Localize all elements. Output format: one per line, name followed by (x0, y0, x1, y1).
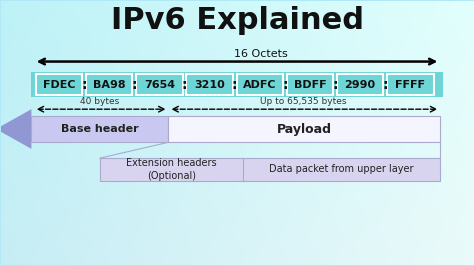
FancyBboxPatch shape (186, 74, 233, 95)
Text: Up to 65,535 bytes: Up to 65,535 bytes (260, 97, 346, 106)
Text: BDFF: BDFF (294, 80, 326, 90)
Text: 3210: 3210 (194, 80, 225, 90)
Text: 7654: 7654 (144, 80, 175, 90)
Text: Extension headers
(Optional): Extension headers (Optional) (126, 158, 217, 181)
Text: IPv6 Explained: IPv6 Explained (110, 6, 364, 35)
FancyBboxPatch shape (36, 74, 82, 95)
Text: FFFF: FFFF (395, 80, 425, 90)
Text: :: : (131, 78, 137, 92)
FancyBboxPatch shape (100, 158, 440, 181)
FancyBboxPatch shape (287, 74, 333, 95)
FancyBboxPatch shape (387, 74, 434, 95)
Text: Data packet from upper layer: Data packet from upper layer (269, 164, 414, 174)
FancyBboxPatch shape (136, 74, 182, 95)
Text: 16 Octets: 16 Octets (234, 49, 288, 59)
FancyBboxPatch shape (237, 74, 283, 95)
Text: 2990: 2990 (345, 80, 376, 90)
Text: BA98: BA98 (93, 80, 126, 90)
Polygon shape (0, 109, 168, 149)
FancyBboxPatch shape (168, 116, 440, 142)
Text: ADFC: ADFC (243, 80, 276, 90)
Text: Payload: Payload (277, 123, 332, 136)
Text: Base header: Base header (61, 124, 139, 134)
Text: :: : (332, 78, 338, 92)
Text: :: : (81, 78, 87, 92)
Text: :: : (182, 78, 187, 92)
FancyBboxPatch shape (31, 72, 443, 97)
Text: FDEC: FDEC (43, 80, 75, 90)
Text: 40 bytes: 40 bytes (80, 97, 119, 106)
Text: :: : (282, 78, 288, 92)
FancyBboxPatch shape (337, 74, 383, 95)
FancyBboxPatch shape (31, 116, 168, 142)
Text: :: : (232, 78, 237, 92)
FancyBboxPatch shape (86, 74, 132, 95)
Text: :: : (383, 78, 388, 92)
